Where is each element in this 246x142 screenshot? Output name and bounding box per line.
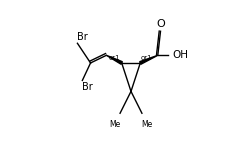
- Text: OH: OH: [172, 50, 188, 60]
- Text: or1: or1: [141, 55, 153, 61]
- Text: Br: Br: [77, 32, 88, 42]
- Text: or1: or1: [108, 55, 120, 61]
- Text: Me: Me: [109, 120, 121, 129]
- Text: O: O: [156, 19, 165, 29]
- Text: Me: Me: [141, 120, 153, 129]
- Text: Br: Br: [82, 82, 92, 92]
- Polygon shape: [140, 55, 158, 64]
- Polygon shape: [106, 55, 122, 64]
